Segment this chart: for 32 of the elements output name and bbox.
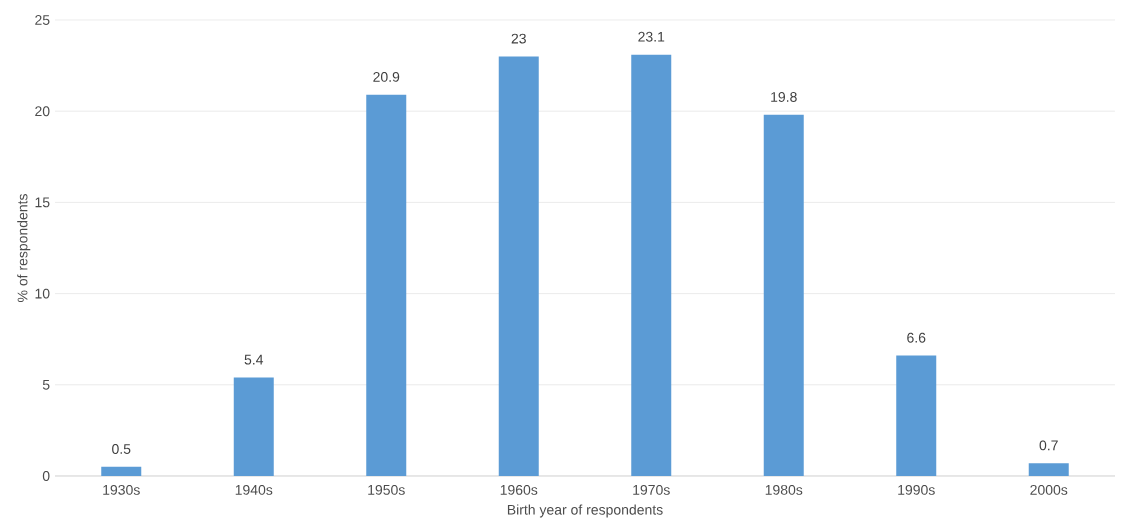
x-tick-label: 1970s [633,484,670,495]
y-tick-label: 5 [42,379,50,390]
bar [498,56,539,476]
bar [631,54,672,476]
bar [763,114,804,476]
bar [366,94,407,476]
x-tick-label: 1940s [235,484,273,495]
y-tick-label: 0 [42,471,50,481]
data-label: 6.6 [907,332,926,343]
data-label: 5.4 [244,354,264,365]
bar [896,355,937,476]
bar [1028,463,1069,476]
bar [101,466,142,476]
x-tick-label: 1930s [103,484,140,495]
data-label: 0.7 [1039,440,1058,451]
data-label: 0.5 [112,444,131,454]
y-axis-title: % of respondents [17,194,31,302]
data-label: 23 [511,33,526,44]
x-tick-label: 2000s [1030,484,1068,495]
x-tick-label: 1990s [898,484,935,495]
data-label: 19.8 [771,92,797,102]
x-axis-title: Birth year of respondents [507,504,663,518]
data-label: 23.1 [638,31,665,42]
y-tick-label: 20 [35,106,50,117]
x-tick-label: 1950s [368,484,405,495]
x-tick-label: 1960s [500,484,538,495]
y-tick-label: 25 [35,15,50,25]
y-tick-label: 15 [35,197,50,208]
data-label: 20.9 [373,71,400,82]
bar [233,377,274,476]
x-tick-label: 1980s [765,484,803,495]
y-tick-label: 10 [35,288,50,299]
